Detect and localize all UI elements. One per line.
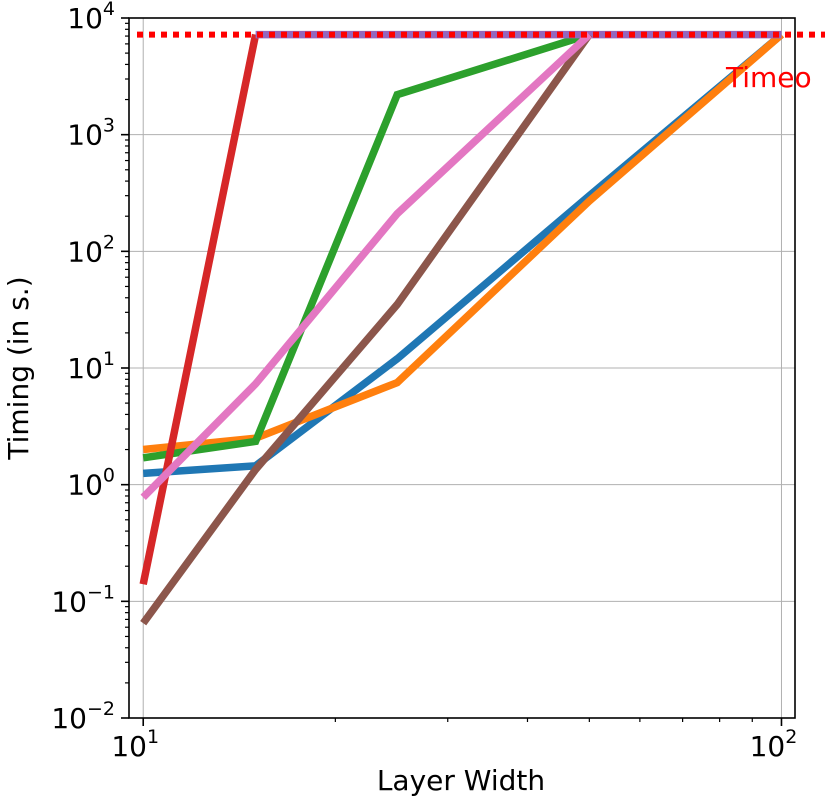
x-tick-base: 10	[111, 730, 147, 763]
x-tick-exponent: 2	[785, 726, 797, 748]
series-lines	[139, 30, 784, 626]
series-line-3	[142, 31, 591, 462]
y-tick-label: 100	[67, 465, 115, 502]
y-tick-label: 104	[67, 0, 115, 35]
y-tick-exponent: 3	[103, 115, 115, 137]
y-tick-base: 10	[67, 469, 103, 502]
timeout-label: Timeo	[725, 61, 812, 94]
series-line-6	[140, 32, 593, 626]
x-tick-base: 10	[750, 730, 786, 763]
y-tick-base: 10	[67, 2, 103, 35]
y-tick-exponent: −1	[87, 581, 115, 603]
y-tick-exponent: 4	[103, 0, 115, 20]
x-tick-exponent: 1	[147, 726, 159, 748]
y-tick-base: 10	[51, 585, 87, 618]
y-tick-label: 10−1	[51, 581, 115, 618]
y-tick-base: 10	[67, 119, 103, 152]
y-tick-label: 103	[67, 115, 115, 152]
y-tick-label: 101	[67, 348, 115, 385]
y-tick-label: 102	[67, 231, 115, 268]
y-tick-exponent: 0	[103, 465, 115, 487]
grid-lines	[129, 17, 795, 719]
y-tick-base: 10	[51, 702, 87, 735]
x-tick-label: 102	[750, 726, 798, 763]
x-tick-label: 101	[111, 726, 159, 763]
y-tick-base: 10	[67, 352, 103, 385]
y-tick-exponent: 2	[103, 231, 115, 253]
y-tick-base: 10	[67, 235, 103, 268]
series-line-4	[139, 33, 260, 586]
y-tick-label: 10−2	[51, 698, 115, 735]
y-tick-exponent: −2	[87, 698, 115, 720]
series-line-2	[142, 31, 784, 454]
x-axis-label: Layer Width	[377, 764, 545, 797]
y-tick-exponent: 1	[103, 348, 115, 370]
y-axis-label: Timing (in s.)	[2, 276, 35, 460]
series-line-7	[140, 31, 592, 500]
